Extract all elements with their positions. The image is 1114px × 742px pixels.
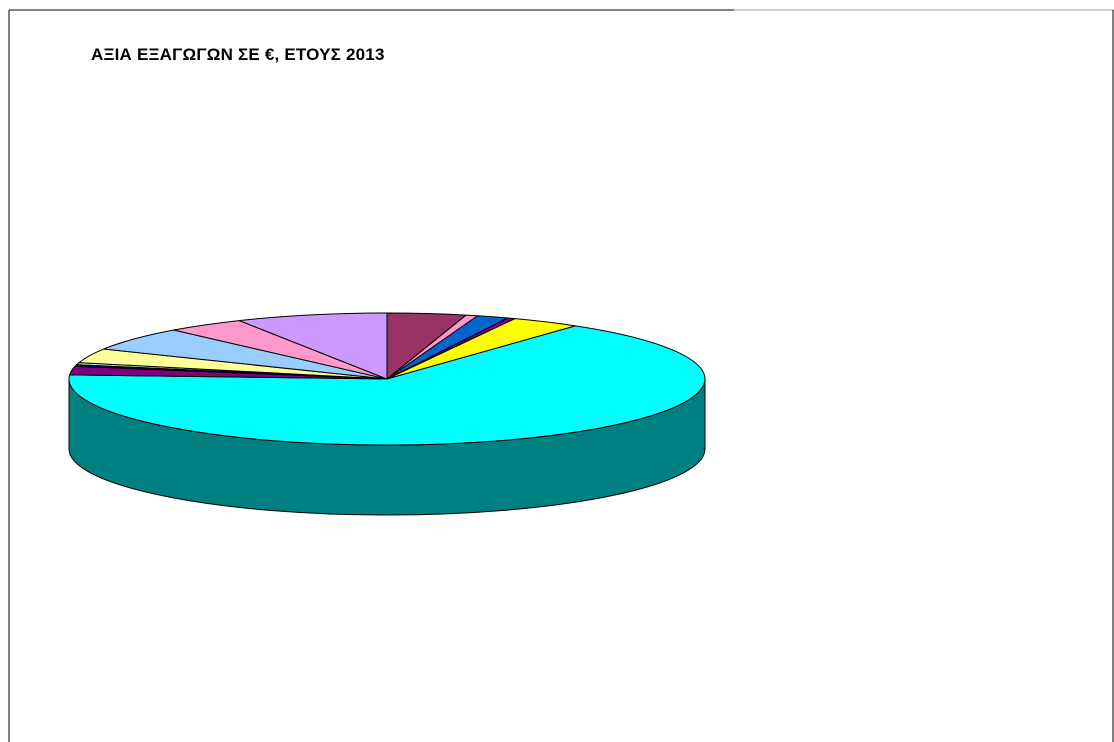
pie-slice-6: [68, 325, 706, 446]
pie-top-face: [68, 312, 706, 446]
pie-slice-13: [238, 312, 388, 380]
chart-title: ΑΞΙΑ ΕΞΑΓΩΓΩΝ ΣΕ €, ΕΤΟΥΣ 2013: [91, 45, 385, 64]
